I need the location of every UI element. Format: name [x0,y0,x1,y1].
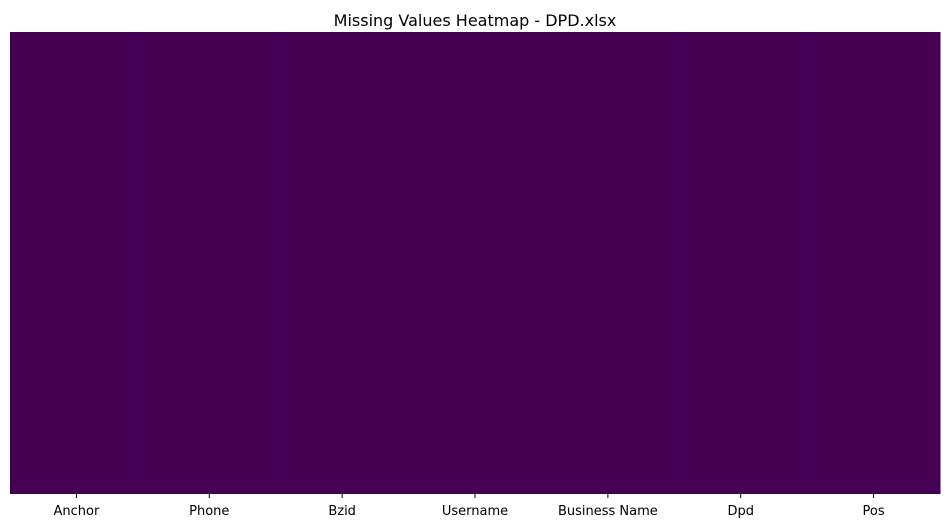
heatmap-column-anchor [10,32,144,494]
x-tick-label: Username [442,504,508,519]
heatmap-column-pos [807,32,941,494]
heatmap-column-username [408,32,542,494]
x-tick-label: Phone [189,504,229,519]
heatmap-column-bzid [275,32,410,494]
heatmap-column-phone [142,32,277,494]
x-tick-label: Anchor [54,504,100,519]
x-tick-label: Dpd [727,504,754,519]
chart-title: Missing Values Heatmap - DPD.xlsx [334,11,617,30]
heatmap-column-business-name [541,32,675,494]
heatmap-cells [10,32,941,494]
x-tick-label: Pos [863,504,885,519]
x-tick-label: Bzid [328,504,356,519]
x-axis-ticks: Anchor Phone Bzid Username Business Name Dpd P… [54,494,885,519]
x-tick-label: Business Name [558,504,658,519]
heatmap-column-dpd [674,32,808,494]
